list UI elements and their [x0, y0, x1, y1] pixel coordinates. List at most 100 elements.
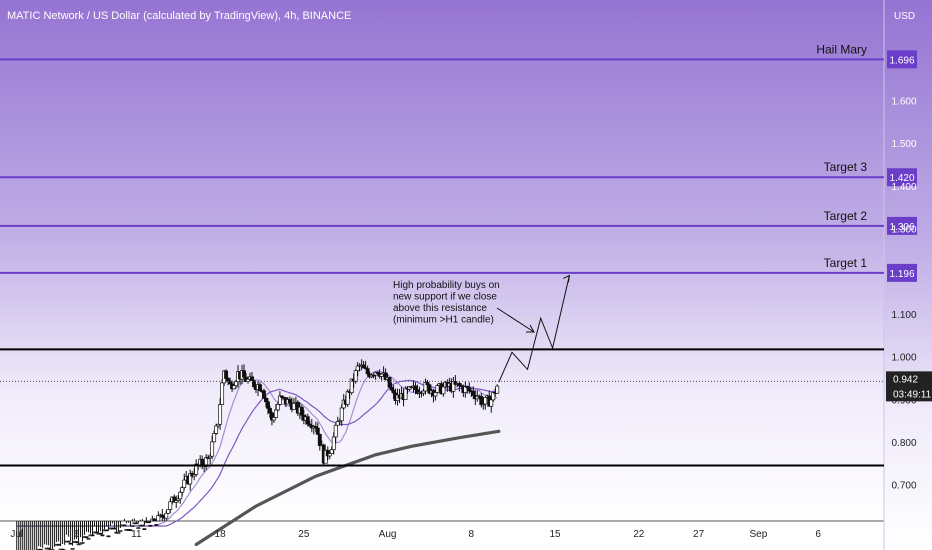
candle-body — [441, 386, 446, 395]
candle-body — [365, 368, 370, 375]
candle-body — [287, 399, 292, 404]
annotation-text: above this resistance — [393, 303, 487, 314]
candle-body — [361, 364, 366, 369]
candle-body — [391, 389, 396, 394]
price-tick-label: 1.600 — [891, 96, 916, 107]
candle-body — [345, 391, 350, 405]
price-tick-label: 1.300 — [891, 224, 916, 235]
candle-body — [68, 542, 73, 545]
candle-body — [264, 397, 268, 403]
candle-body — [84, 536, 89, 539]
candle-body — [258, 384, 262, 392]
candle-body — [188, 473, 193, 485]
candle-body — [112, 527, 117, 530]
candle-body — [122, 524, 127, 527]
candle-body — [154, 524, 159, 526]
candle-body — [250, 376, 254, 382]
candle-body — [262, 390, 266, 399]
time-tick-label: 11 — [131, 529, 142, 540]
annotation-text: High probability buys on — [393, 280, 500, 291]
candle-body — [355, 365, 360, 371]
candle-body — [140, 524, 145, 527]
time-tick-label: Sep — [749, 529, 767, 540]
candle-body — [317, 433, 322, 446]
candle-body — [180, 487, 185, 493]
candle-body — [218, 404, 223, 425]
annotation-text: (minimum >H1 candle) — [393, 315, 494, 326]
candle-body — [234, 381, 239, 387]
candle-body — [94, 531, 99, 534]
candle-body — [291, 402, 296, 410]
candle-body — [128, 529, 133, 532]
candle-body — [86, 537, 91, 540]
annotation-arrow-line — [496, 307, 535, 333]
candle-body — [425, 382, 430, 386]
candle-body — [403, 387, 408, 400]
candle-body — [166, 509, 171, 514]
candle-body — [224, 370, 229, 379]
candle-body — [80, 542, 85, 544]
time-tick-label: Jul — [10, 529, 23, 540]
candle-body — [315, 427, 320, 435]
candle-body — [136, 527, 141, 529]
target-label: Target 1 — [824, 256, 868, 270]
annotation-arrowhead — [526, 324, 535, 333]
target-price-box — [887, 263, 917, 282]
candle-body — [66, 540, 71, 543]
candle-body — [178, 491, 183, 500]
chart-title: MATIC Network / US Dollar (calculated by… — [7, 10, 352, 22]
candle-body — [142, 528, 147, 530]
target-price-label: 1.696 — [889, 55, 914, 66]
candle-body — [266, 401, 270, 409]
target-price-label: 1.196 — [889, 269, 914, 280]
price-tick-label: 0.800 — [891, 438, 916, 449]
time-tick-label: 25 — [298, 529, 310, 540]
candle-body — [116, 532, 121, 534]
time-tick-label: 27 — [693, 529, 705, 540]
candle-body — [70, 548, 75, 550]
candle-body — [333, 424, 338, 438]
price-tick-label: 1.100 — [891, 310, 916, 321]
candle-body — [413, 385, 418, 391]
moving-average-slow — [194, 429, 501, 547]
countdown-box — [886, 386, 932, 402]
target-label: Target 2 — [824, 209, 868, 223]
target-price-box — [887, 50, 917, 69]
target-label: Hail Mary — [816, 42, 867, 56]
time-tick-label: 18 — [215, 529, 227, 540]
price-tick-label: 0.700 — [891, 481, 916, 492]
time-tick-label: 15 — [549, 529, 561, 540]
candle-body — [299, 406, 304, 416]
target-price-box — [887, 168, 917, 187]
price-tick-label: 1.500 — [891, 139, 916, 150]
candle-body — [479, 396, 484, 405]
candle-body — [489, 399, 494, 407]
candle-body — [271, 417, 276, 421]
candle-body — [327, 453, 332, 457]
candle-body — [164, 512, 169, 519]
target-label: Target 3 — [824, 160, 868, 174]
candle-body — [329, 449, 334, 455]
time-tick-label: 8 — [469, 529, 475, 540]
candle-body — [214, 425, 219, 434]
candle-body — [90, 534, 95, 537]
candle-body — [339, 407, 344, 422]
candle-body — [471, 390, 476, 396]
candle-body — [353, 370, 358, 382]
currency-label: USD — [894, 11, 915, 22]
candle-body — [246, 378, 250, 382]
time-tick-label: 6 — [815, 529, 821, 540]
chart-background — [0, 0, 884, 521]
candle-body — [46, 547, 51, 550]
annotation-text: new support if we close — [393, 292, 497, 303]
candle-body — [74, 541, 79, 543]
candle-body — [242, 370, 246, 378]
time-tick-label: 22 — [633, 529, 645, 540]
candle-body — [232, 385, 237, 390]
candle-body — [104, 529, 109, 532]
candle-body — [252, 380, 256, 388]
candle-body — [433, 392, 438, 397]
candle-body — [156, 515, 161, 522]
candle-body — [182, 479, 187, 488]
